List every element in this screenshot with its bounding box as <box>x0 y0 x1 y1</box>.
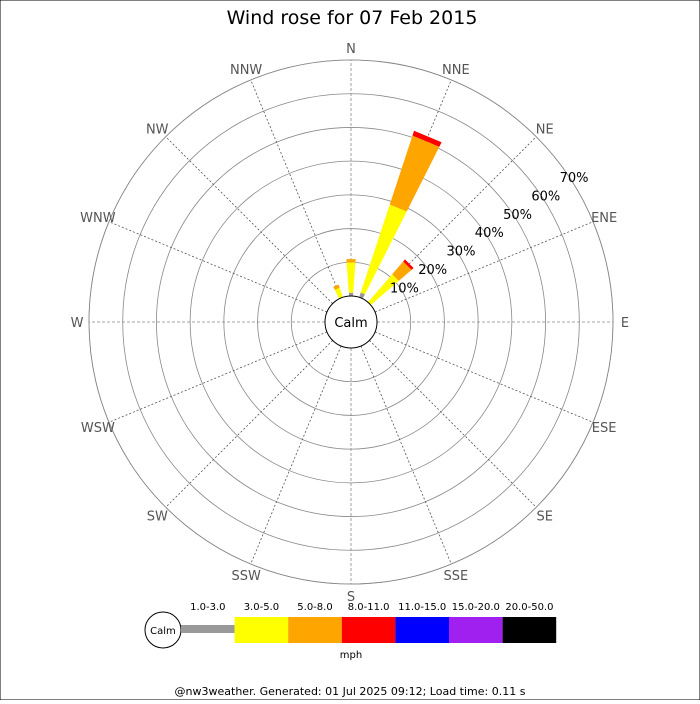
bar-nne-3.0-5.0 <box>360 204 407 295</box>
direction-label-nw: NW <box>146 122 169 137</box>
legend-label-1.0-3.0: 1.0-3.0 <box>190 602 225 613</box>
grid-circle-50% <box>156 127 546 517</box>
footer-text: @nw3weather. Generated: 01 Jul 2025 09:1… <box>175 685 526 698</box>
legend-label-20.0-50.0: 20.0-50.0 <box>505 602 553 613</box>
percentage-labels: 10% 20%30% 40% 50% 60%70% <box>390 171 589 296</box>
direction-label-ene: ENE <box>591 211 617 226</box>
direction-label-e: E <box>621 316 629 331</box>
direction-label-ssw: SSW <box>231 569 261 584</box>
legend-label-5.0-8.0: 5.0-8.0 <box>297 602 332 613</box>
legend-label-3.0-5.0: 3.0-5.0 <box>244 602 279 613</box>
direction-label-ne: NE <box>536 122 554 137</box>
bar-n-3.0-5.0 <box>346 262 356 293</box>
bar-n-1.0-3.0 <box>348 292 354 297</box>
legend-label-15.0-20.0: 15.0-20.0 <box>452 602 500 613</box>
legend-swatch-11.0-15.0 <box>395 617 449 643</box>
radial-tick-70%: 70% <box>560 171 589 186</box>
spoke-nnw <box>250 79 342 299</box>
direction-label-sse: SSE <box>443 569 468 584</box>
legend-swatch-8.0-11.0 <box>341 617 396 643</box>
legend-label-8.0-11.0: 8.0-11.0 <box>348 602 390 613</box>
spoke-sse <box>360 345 452 565</box>
legend-swatch-15.0-20.0 <box>449 617 503 643</box>
bar-nne-1.0-3.0 <box>359 292 365 299</box>
grid-circle-40% <box>189 160 513 484</box>
direction-label-wsw: WSW <box>81 421 115 436</box>
direction-label-ese: ESE <box>592 421 617 436</box>
spoke-ene <box>374 221 594 313</box>
radial-tick-30%: 30% <box>447 245 476 260</box>
radial-tick-50%: 50% <box>503 208 532 223</box>
legend-label-11.0-15.0: 11.0-15.0 <box>398 602 446 613</box>
direction-label-nne: NNE <box>442 63 470 78</box>
spoke-nw <box>165 136 333 304</box>
spoke-sw <box>165 340 333 508</box>
bar-nne-8.0-11.0 <box>412 130 442 147</box>
calm-circle <box>324 295 378 349</box>
bar-ne-3.0-5.0 <box>367 274 399 306</box>
legend-swatch-3.0-5.0 <box>234 617 289 643</box>
radial-tick-60%: 60% <box>531 189 560 204</box>
calm-circle-group: Calm <box>324 295 378 349</box>
spoke-ssw <box>250 345 342 565</box>
spoke-ese <box>374 331 594 423</box>
bar-ne-8.0-11.0 <box>403 259 414 270</box>
spoke-ne <box>369 136 537 304</box>
calm-label: Calm <box>334 316 367 331</box>
bar-nnw-5.0-8.0 <box>333 284 340 290</box>
radial-tick-40%: 40% <box>475 226 504 241</box>
direction-spokes <box>89 60 613 584</box>
radial-tick-20%: 20% <box>418 263 447 278</box>
direction-label-nnw: NNW <box>230 63 262 78</box>
direction-label-sw: SW <box>147 510 168 525</box>
legend-swatch-5.0-8.0 <box>288 617 342 643</box>
bar-nne-5.0-8.0 <box>389 135 440 212</box>
spoke-se <box>369 340 537 508</box>
spoke-wsw <box>108 331 328 423</box>
direction-label-w: W <box>71 316 84 331</box>
bar-n-5.0-8.0 <box>346 259 356 263</box>
wind-bars <box>333 130 442 306</box>
bar-ne-5.0-8.0 <box>392 261 412 281</box>
direction-label-s: S <box>347 590 355 605</box>
legend-units-label: mph <box>340 650 362 661</box>
legend-swatch-20.0-50.0 <box>502 617 557 643</box>
direction-label-wnw: WNW <box>80 211 116 226</box>
spoke-wnw <box>108 221 328 313</box>
direction-labels: N NNE NE ENE E ESE SE SSE S SSW SW WSW W WNW NW NNW <box>71 42 630 605</box>
legend-calm-label: Calm <box>150 626 176 637</box>
radial-tick-10%: 10% <box>390 281 419 296</box>
speed-legend: Calm mph 1.0-3.0 3.0-5.0 5.0-8.0 8.0-11.0 11… <box>144 602 557 661</box>
bar-nnw-3.0-5.0 <box>334 287 343 299</box>
direction-label-se: SE <box>537 510 553 525</box>
chart-title: Wind rose for 07 Feb 2015 <box>227 7 478 29</box>
direction-label-n: N <box>346 42 356 57</box>
legend-swatch-1.0-3.0 <box>181 625 235 633</box>
